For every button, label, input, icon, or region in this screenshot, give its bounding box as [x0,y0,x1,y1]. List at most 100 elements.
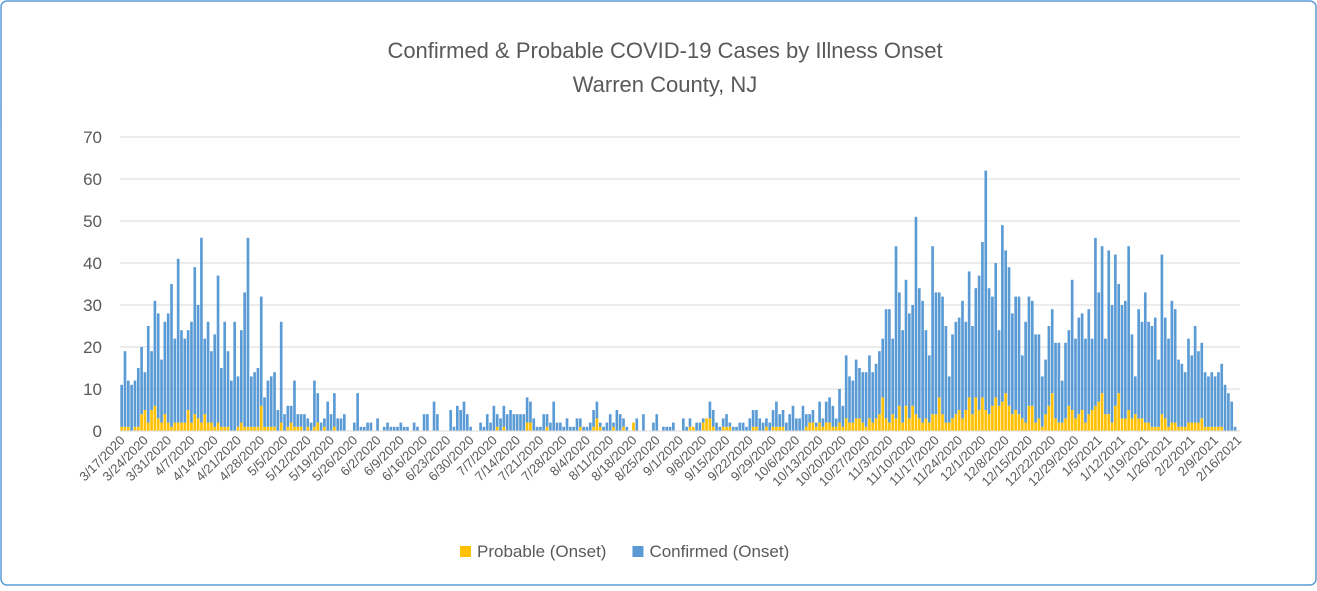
bar-segment [748,418,752,431]
bar-segment [1153,426,1157,431]
bar-segment [1087,414,1091,431]
bar-segment [765,418,768,427]
bar-segment [917,418,921,431]
bar-segment [947,422,951,431]
bar-segment [246,237,250,427]
bar-segment [1094,405,1097,431]
bar-segment [1180,363,1184,427]
bar-segment [436,414,439,431]
bar-segment [402,426,406,431]
bar-segment [612,422,615,427]
bar-segment [263,426,266,431]
bar-segment [1074,338,1077,419]
bar-segment [1120,305,1124,419]
bar-segment [412,422,416,431]
bar-segment [818,401,821,423]
bar-segment [1027,296,1031,406]
bar-segment [941,296,944,415]
bar-segment [1183,372,1187,427]
bar-segment [974,397,978,431]
bar-segment [236,426,240,431]
bar-segment [598,426,602,431]
bar-segment [824,422,828,431]
bar-segment [140,414,143,431]
bar-segment [831,426,835,431]
bar-segment [146,326,150,423]
bar-segment [765,426,768,431]
bar-segment [362,426,366,431]
bar-segment [1140,321,1144,419]
bar-segment [1117,393,1121,431]
bar-segment [230,380,233,431]
bar-segment [160,359,163,423]
bar-segment [1011,414,1014,431]
bar-segment [303,414,306,431]
bar-segment [153,405,157,431]
bar-segment [781,410,785,427]
bar-segment [588,422,592,431]
bar-segment [854,418,858,431]
bar-segment [333,393,336,427]
bar-segment [1107,250,1111,415]
bar-segment [874,363,878,419]
bar-segment [1074,418,1077,431]
bar-segment [389,426,393,431]
bar-segment [452,426,456,431]
bar-segment [236,376,240,427]
bar-segment [1114,254,1117,406]
bar-segment [133,426,137,431]
bar-segment [200,422,203,431]
bar-segment [864,426,868,431]
bar-segment [356,393,359,431]
bar-segment [997,330,1001,406]
bar-segment [1057,422,1061,431]
bar-segment [206,422,210,431]
bar-segment [652,422,655,431]
bar-segment [160,422,163,431]
bar-segment [1040,426,1044,431]
bar-segment [170,284,173,427]
bar-segment [914,414,918,431]
bar-segment [871,422,875,431]
bar-segment [1173,309,1177,423]
bar-segment [253,372,256,427]
bar-segment [668,426,672,431]
bar-segment [1084,338,1087,423]
bar-segment [1147,321,1150,423]
bar-segment [981,397,984,431]
bar-segment [1080,313,1084,410]
bar-segment [1120,418,1124,431]
bar-segment [811,410,815,423]
bar-segment [1190,422,1194,431]
bar-segment [655,414,659,431]
bar-segment [1060,422,1064,431]
bar-segment [854,359,858,419]
bar-segment [489,422,492,431]
bar-segment [1133,414,1137,431]
bar-segment [1107,414,1111,431]
bar-segment [163,321,167,415]
bar-segment [542,414,546,431]
bar-segment [492,405,496,431]
bar-segment [206,321,210,423]
bar-segment [642,414,645,431]
bar-segment [223,321,227,427]
bar-segment [316,393,320,423]
bar-segment [263,397,266,427]
bar-segment [343,414,346,431]
bar-segment [888,422,891,431]
bar-segment [934,414,938,431]
bar-segment [123,426,127,431]
bar-segment [914,216,918,415]
bar-segment [120,384,123,427]
bar-segment [562,426,566,431]
bar-segment [406,426,409,431]
bar-segment [841,426,845,431]
bar-segment [1080,410,1084,431]
bar-segment [259,296,263,406]
bar-segment [1133,376,1137,415]
bar-segment [426,414,429,431]
bar-segment [1054,342,1057,419]
bar-segment [771,426,775,431]
bar-segment [416,426,419,431]
